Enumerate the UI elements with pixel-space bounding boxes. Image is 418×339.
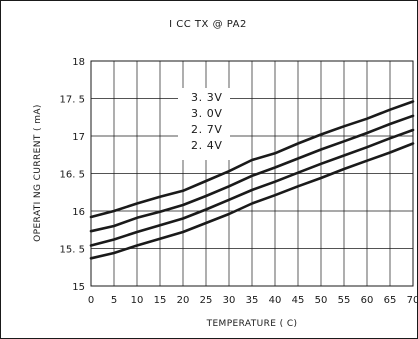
x-tick-label-65: 65 — [384, 295, 397, 306]
chart-title: I CC TX @ PA2 — [169, 19, 247, 30]
y-tick-label-2: 16 — [72, 207, 85, 218]
y-tick-label-1: 15. 5 — [60, 245, 85, 256]
x-tick-label-60: 60 — [361, 295, 374, 306]
y-tick-label-0: 15 — [72, 282, 85, 293]
legend-background — [178, 88, 230, 160]
x-tick-label-70: 70 — [407, 295, 418, 306]
grid-lines — [91, 61, 413, 286]
plot-area-border — [90, 60, 414, 287]
legend-label-3: 2. 4V — [191, 139, 223, 152]
series-lines — [89, 100, 415, 260]
tick-labels: 0 5 10 15 20 25 30 35 40 45 50 55 60 65 70 15 15. 5 16 16.… — [60, 57, 418, 306]
legend: 3. 3V 3. 0V 2. 7V 2. 4V — [178, 88, 230, 160]
legend-label-2: 2. 7V — [191, 123, 223, 136]
x-tick-label-0: 0 — [88, 295, 94, 306]
x-tick-label-35: 35 — [246, 295, 259, 306]
series-line-2 — [89, 128, 415, 247]
x-tick-label-10: 10 — [131, 295, 144, 306]
legend-label-1: 3. 0V — [191, 107, 223, 120]
x-tick-label-25: 25 — [200, 295, 213, 306]
y-tick-label-5: 17. 5 — [60, 95, 85, 106]
y-tick-label-3: 16. 5 — [60, 170, 85, 181]
x-axis-label: TEMPERATURE ( C) — [206, 319, 298, 329]
y-axis-label: OPERATI NG CURRENT ( mA) — [33, 104, 43, 242]
x-tick-label-50: 50 — [315, 295, 328, 306]
y-tick-label-4: 17 — [72, 132, 85, 143]
y-tick-label-6: 18 — [72, 57, 85, 68]
x-tick-label-5: 5 — [111, 295, 117, 306]
x-tick-label-40: 40 — [269, 295, 282, 306]
series-line-0 — [89, 100, 415, 219]
legend-label-0: 3. 3V — [191, 91, 223, 104]
x-tick-label-20: 20 — [177, 295, 190, 306]
x-tick-label-55: 55 — [338, 295, 351, 306]
series-line-1 — [89, 114, 415, 233]
x-tick-label-15: 15 — [154, 295, 167, 306]
x-tick-label-30: 30 — [223, 295, 236, 306]
x-tick-label-45: 45 — [292, 295, 305, 306]
series-line-3 — [89, 142, 415, 260]
